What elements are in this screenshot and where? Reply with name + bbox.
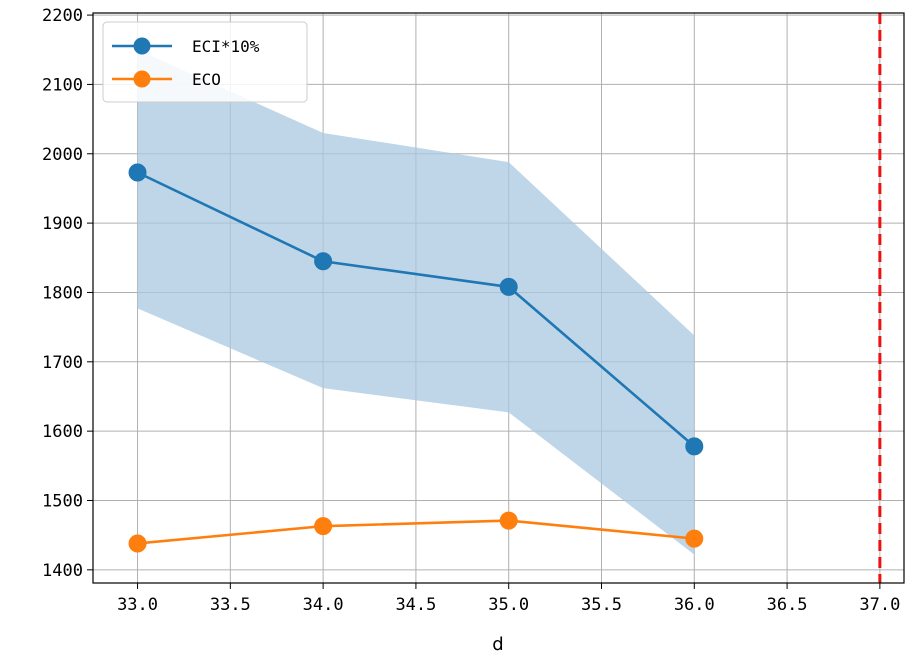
x-tick-label: 36.0 [674, 595, 715, 615]
data-point [128, 534, 147, 553]
confidence-band [137, 49, 695, 555]
plot-frame [92, 12, 905, 584]
legend-label: ECO [192, 70, 221, 89]
y-tick-label: 1500 [42, 491, 83, 511]
x-tick-label: 37.0 [859, 595, 900, 615]
series-line [137, 519, 695, 545]
x-axis-label: d [492, 634, 503, 655]
y-tick-label: 1800 [42, 283, 83, 303]
y-tick-label: 1600 [42, 422, 83, 442]
data-point [314, 517, 333, 536]
legend-label: ECI*10% [192, 37, 260, 56]
confidence-bands [137, 49, 695, 555]
x-tick-label: 36.5 [767, 595, 808, 615]
y-tick-label: 2100 [42, 75, 83, 95]
legend-box [102, 21, 308, 103]
x-tick-label: 34.0 [303, 595, 344, 615]
y-tick-label: 1700 [42, 353, 83, 373]
x-tick-label: 34.5 [395, 595, 436, 615]
data-point [685, 437, 704, 456]
series-line [136, 171, 696, 448]
legend: ECI*10% ECO [102, 21, 308, 103]
y-tick-label: 2200 [42, 6, 83, 26]
y-tick-label: 2000 [42, 145, 83, 165]
data-point [128, 163, 147, 182]
legend-marker [133, 70, 151, 88]
x-tick-label: 35.5 [581, 595, 622, 615]
y-tick-label: 1400 [42, 561, 83, 581]
y-tick-label: 1900 [42, 214, 83, 234]
data-point [499, 511, 518, 530]
x-tick-label: 33.0 [117, 595, 158, 615]
data-point [685, 529, 704, 548]
x-tick-label: 33.5 [210, 595, 251, 615]
legend-marker [133, 37, 151, 55]
x-tick-label: 35.0 [488, 595, 529, 615]
series-lines [128, 163, 704, 553]
axis-ticks: 33.0 33.5 34.0 34.5 35.0 35.5 36.0 36.5 37.0 1400… [42, 6, 900, 615]
data-point [499, 277, 518, 296]
data-point [314, 252, 333, 271]
